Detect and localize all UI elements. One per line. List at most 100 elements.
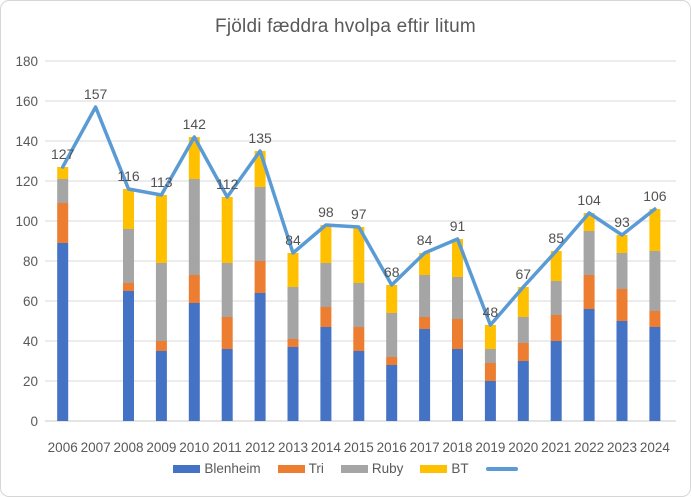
bar-segment-tri-2012	[254, 261, 266, 293]
bar-segment-ruby-2023	[616, 253, 628, 289]
total-data-label: 85	[548, 230, 564, 246]
total-data-label: 68	[384, 264, 400, 280]
bar-segment-tri-2011	[221, 317, 233, 349]
bar-segment-bt-2012	[254, 151, 266, 187]
total-data-label: 104	[577, 192, 601, 208]
bar-segment-ruby-2008	[123, 229, 134, 283]
x-axis-tick-label: 2007	[81, 440, 111, 455]
bar-segment-tri-2013	[287, 339, 299, 347]
x-axis-tick-label: 2010	[179, 440, 209, 455]
legend-label: Tri	[308, 461, 324, 476]
x-axis-tick-label: 2023	[607, 440, 637, 455]
bar-segment-bt-2008	[123, 189, 134, 229]
x-axis-tick-label: 2006	[48, 440, 78, 455]
bar-segment-bt-2020	[517, 287, 529, 317]
bar-segment-ruby-2006	[57, 179, 69, 203]
y-axis-tick-label: 180	[15, 54, 38, 69]
bar-segment-blenheim-2011	[221, 349, 233, 421]
bar-segment-bt-2015	[353, 227, 365, 283]
total-data-label: 48	[483, 304, 499, 320]
x-axis-tick-label: 2021	[541, 440, 571, 455]
bar-segment-blenheim-2010	[188, 303, 200, 421]
bar-segment-tri-2020	[517, 343, 529, 361]
y-axis-tick-label: 100	[15, 214, 38, 229]
bar-segment-ruby-2009	[155, 263, 167, 341]
legend-item-total-line	[485, 466, 518, 471]
bar-segment-ruby-2010	[188, 179, 200, 275]
x-axis-tick-label: 2013	[278, 440, 308, 455]
y-axis-tick-label: 20	[23, 374, 38, 389]
total-data-label: 98	[318, 204, 334, 220]
legend-item-ruby: Ruby	[340, 461, 404, 476]
total-data-label: 113	[150, 174, 173, 190]
legend-item-tri: Tri	[277, 461, 324, 476]
total-data-label: 127	[51, 146, 75, 162]
bar-segment-tri-2015	[353, 327, 365, 351]
bar-segment-bt-2013	[287, 253, 299, 287]
bar-segment-ruby-2018	[452, 277, 463, 319]
bar-segment-bt-2006	[57, 167, 69, 179]
bar-segment-ruby-2022	[583, 231, 595, 275]
legend-line-marker	[485, 466, 518, 471]
x-axis-tick-label: 2019	[475, 440, 505, 455]
total-line	[60, 105, 657, 327]
total-data-label: 84	[417, 232, 433, 248]
bar-segment-blenheim-2024	[649, 327, 661, 421]
x-axis-tick-label: 2014	[311, 440, 342, 455]
total-data-label: 97	[351, 206, 367, 222]
bar-segment-bt-2016	[386, 285, 398, 313]
bar-segment-ruby-2015	[353, 283, 365, 327]
legend-label: BT	[451, 461, 469, 476]
bar-segment-blenheim-2020	[517, 361, 529, 421]
total-data-label: 142	[183, 116, 207, 132]
bar-segment-bt-2017	[419, 253, 431, 275]
legend-label: Ruby	[371, 461, 404, 476]
total-data-label: 93	[614, 214, 630, 230]
total-data-label: 106	[643, 188, 667, 204]
bar-segment-bt-2019	[484, 325, 496, 349]
bar-segment-blenheim-2016	[386, 365, 398, 421]
bar-segment-tri-2009	[155, 341, 167, 351]
bar-segment-ruby-2011	[221, 263, 233, 317]
bar-segment-ruby-2021	[550, 281, 562, 315]
x-axis-tick-label: 2017	[410, 440, 440, 455]
legend: Blenheim Tri Ruby BT	[0, 461, 691, 476]
bar-segment-tri-2023	[616, 289, 628, 321]
x-axis-tick-label: 2011	[213, 440, 242, 455]
total-data-label: 84	[285, 232, 301, 248]
bar-segment-blenheim-2006	[57, 243, 69, 421]
legend-swatch-blenheim	[173, 464, 201, 473]
legend-swatch-ruby	[340, 464, 368, 473]
x-axis-tick-label: 2015	[344, 440, 374, 455]
bar-segment-blenheim-2015	[353, 351, 365, 421]
legend-swatch-tri	[277, 464, 305, 473]
bar-segment-blenheim-2009	[155, 351, 167, 421]
x-axis-tick-label: 2024	[640, 440, 671, 455]
bar-segment-ruby-2024	[649, 251, 661, 311]
bar-segment-bt-2021	[550, 251, 562, 281]
bar-segment-tri-2022	[583, 275, 595, 309]
bar-segment-blenheim-2022	[583, 309, 595, 421]
bar-segment-tri-2018	[452, 319, 463, 349]
bar-segment-blenheim-2008	[123, 291, 134, 421]
bar-segment-bt-2022	[583, 213, 595, 231]
bar-segment-bt-2018	[452, 239, 463, 277]
x-axis-tick-label: 2009	[146, 440, 176, 455]
legend-item-bt: BT	[420, 461, 469, 476]
bar-segment-bt-2010	[188, 137, 200, 179]
bar-segment-bt-2011	[221, 197, 233, 263]
bar-segment-ruby-2014	[320, 263, 332, 307]
y-axis-tick-label: 60	[23, 294, 38, 309]
bar-segment-tri-2006	[57, 203, 69, 243]
bar-segment-tri-2016	[386, 357, 398, 365]
bar-segment-tri-2014	[320, 307, 332, 327]
bar-segment-ruby-2020	[517, 317, 529, 343]
bar-segment-tri-2019	[484, 363, 496, 381]
bar-segment-blenheim-2019	[484, 381, 496, 421]
legend-swatch-bt	[420, 464, 448, 473]
bar-segment-ruby-2017	[419, 275, 431, 317]
total-data-label: 116	[117, 168, 140, 184]
bar-segment-tri-2024	[649, 311, 661, 327]
